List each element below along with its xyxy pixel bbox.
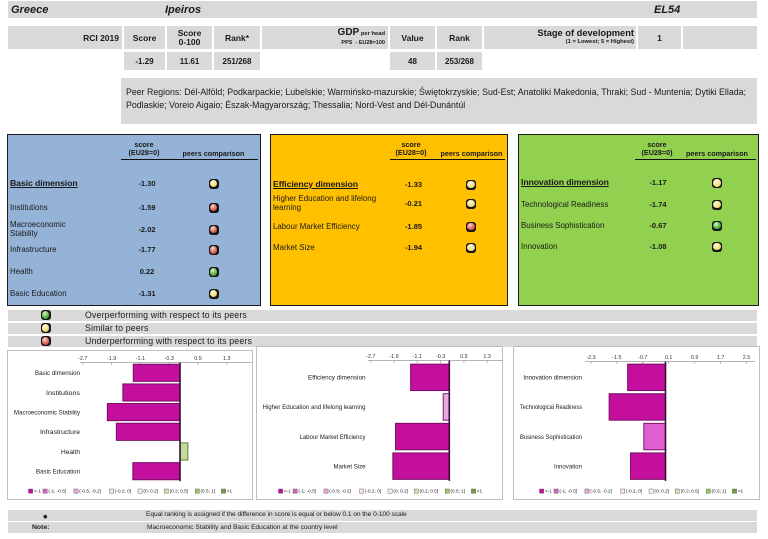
svg-text:(-0.5; -0.2]: (-0.5; -0.2] (590, 489, 612, 494)
svg-text:(0.2; 0.5]: (0.2; 0.5] (170, 489, 189, 494)
svg-text:Basic dimension: Basic dimension (35, 370, 80, 377)
svg-text:1.3: 1.3 (483, 354, 491, 360)
svg-text:0.1: 0.1 (665, 355, 673, 361)
svg-text:(0.5; 1]: (0.5; 1] (451, 489, 466, 494)
svg-text:0.5: 0.5 (460, 354, 468, 360)
svg-text:(-0.2; 0]: (-0.2; 0] (365, 489, 381, 494)
svg-text:Infrastructure: Infrastructure (40, 429, 80, 436)
svg-text:(0; 0.2]: (0; 0.2] (393, 489, 408, 494)
svg-text:>1: >1 (477, 489, 483, 494)
svg-text:Technological Readiness: Technological Readiness (520, 404, 582, 411)
svg-text:<-1: <-1 (545, 489, 552, 494)
svg-text:(-1; -0.5]: (-1; -0.5] (559, 489, 577, 494)
svg-text:(0.2; 0.5]: (0.2; 0.5] (420, 489, 439, 494)
svg-text:Higher Education and lifelong: Higher Education and lifelong learning (263, 404, 366, 411)
svg-text:-1.5: -1.5 (612, 355, 621, 361)
svg-text:0.5: 0.5 (194, 356, 202, 362)
svg-text:(0; 0.2]: (0; 0.2] (143, 489, 158, 494)
svg-text:1.7: 1.7 (717, 355, 725, 361)
svg-text:<-1: <-1 (34, 489, 41, 494)
svg-text:Labour Market Efficiency: Labour Market Efficiency (300, 434, 367, 441)
svg-text:(-0.5; -0.2]: (-0.5; -0.2] (79, 489, 101, 494)
svg-text:>1: >1 (738, 489, 744, 494)
svg-text:Business Sophistication: Business Sophistication (520, 434, 582, 441)
svg-text:-1.1: -1.1 (413, 354, 422, 360)
svg-text:-1.9: -1.9 (389, 354, 398, 360)
svg-text:-2.7: -2.7 (78, 356, 87, 362)
svg-text:(-0.2; 0]: (-0.2; 0] (115, 489, 131, 494)
svg-text:(-0.2; 0]: (-0.2; 0] (626, 489, 642, 494)
svg-text:Macroeconomic Stability: Macroeconomic Stability (14, 410, 81, 417)
svg-text:-2.7: -2.7 (366, 354, 375, 360)
svg-text:-1.9: -1.9 (107, 356, 116, 362)
svg-text:-1.1: -1.1 (136, 356, 145, 362)
svg-text:-2.3: -2.3 (586, 355, 595, 361)
svg-text:<-1: <-1 (284, 489, 291, 494)
svg-text:Institutions: Institutions (46, 390, 80, 397)
svg-text:-0.3: -0.3 (436, 354, 445, 360)
svg-text:-0.7: -0.7 (638, 355, 647, 361)
svg-text:-0.3: -0.3 (165, 356, 174, 362)
svg-text:(0.5; 1]: (0.5; 1] (712, 489, 727, 494)
svg-text:(0; 0.2]: (0; 0.2] (654, 489, 669, 494)
svg-text:2.5: 2.5 (743, 355, 751, 361)
svg-text:Efficiency dimension: Efficiency dimension (308, 375, 366, 382)
svg-text:Innovation: Innovation (554, 463, 582, 470)
svg-text:0.9: 0.9 (691, 355, 699, 361)
svg-text:(-1; -0.5]: (-1; -0.5] (298, 489, 316, 494)
svg-text:>1: >1 (227, 489, 233, 494)
svg-text:(-0.5; -0.2]: (-0.5; -0.2] (329, 489, 351, 494)
svg-text:Health: Health (61, 449, 80, 456)
svg-text:(0.5; 1]: (0.5; 1] (201, 489, 216, 494)
svg-text:Innovation dimension: Innovation dimension (523, 375, 582, 382)
svg-text:Basic Education: Basic Education (36, 469, 80, 476)
svg-text:(0.2; 0.5]: (0.2; 0.5] (681, 489, 700, 494)
svg-text:(-1; -0.5]: (-1; -0.5] (48, 489, 66, 494)
svg-text:1.3: 1.3 (223, 356, 231, 362)
svg-text:Market Size: Market Size (334, 463, 366, 470)
